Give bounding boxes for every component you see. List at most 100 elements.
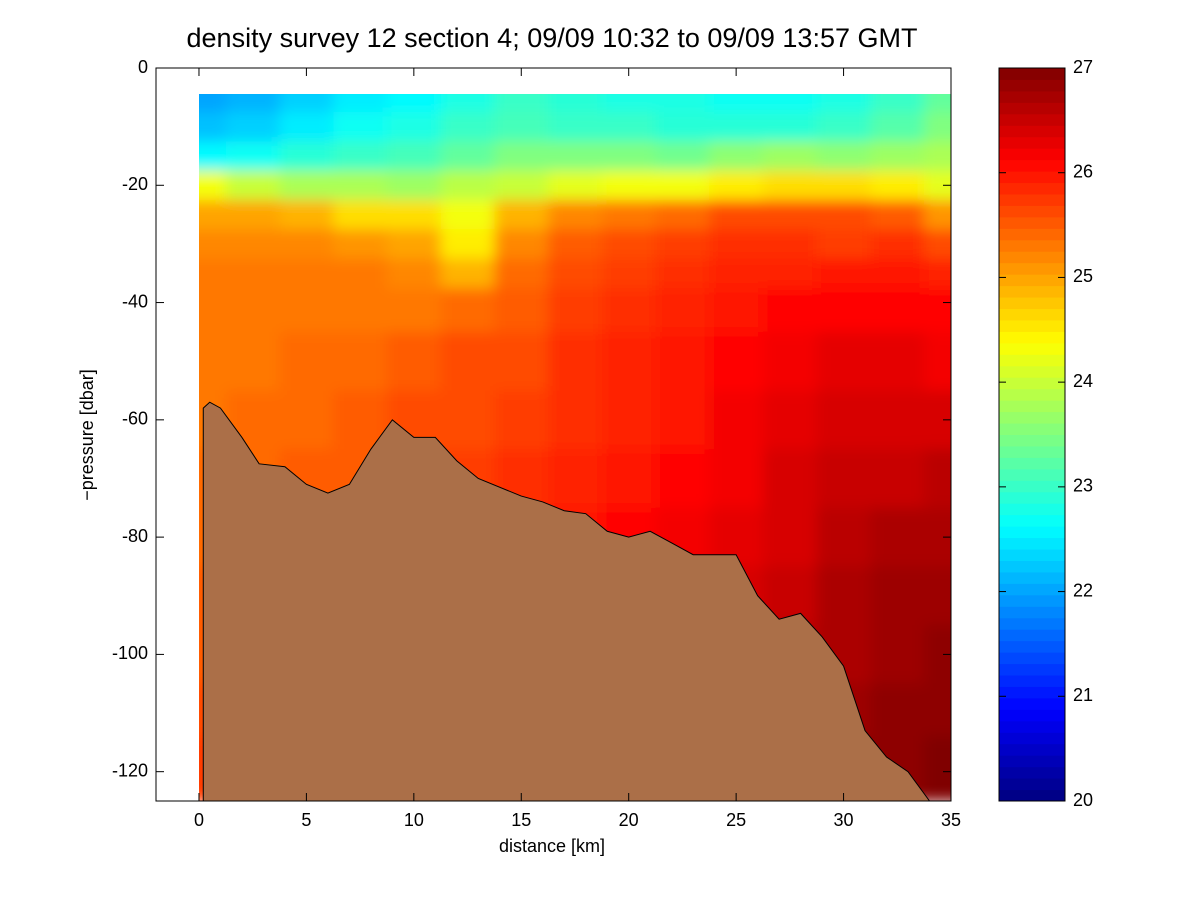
colorbar-tick-label: 25 xyxy=(1073,266,1093,286)
field-cell xyxy=(548,141,603,172)
field-cell xyxy=(386,199,442,230)
field-cell xyxy=(924,141,951,172)
field-cell xyxy=(762,170,818,201)
field-cell xyxy=(548,390,603,450)
colorbar-swatch xyxy=(999,743,1065,756)
colorbar-tick-label: 22 xyxy=(1073,580,1093,600)
colorbar-tick-label: 20 xyxy=(1073,790,1093,810)
colorbar-swatch xyxy=(999,193,1065,206)
field-cell xyxy=(924,111,951,142)
field-cell xyxy=(279,331,334,392)
colorbar-swatch xyxy=(999,537,1065,550)
colorbar-swatch xyxy=(999,640,1065,653)
colorbar-swatch xyxy=(999,171,1065,184)
field-cell xyxy=(225,287,281,333)
colorbar-swatch xyxy=(999,549,1065,561)
field-cell xyxy=(601,258,657,289)
colorbar-swatch xyxy=(999,319,1065,332)
field-cell xyxy=(655,390,710,450)
field-cell xyxy=(386,331,442,392)
field-cell xyxy=(601,199,657,230)
colorbar-swatch xyxy=(999,789,1065,802)
field-cell xyxy=(601,287,657,333)
colorbar-frame xyxy=(998,67,1066,802)
field-cell xyxy=(548,331,603,392)
colorbar-swatch xyxy=(999,228,1065,241)
colorbar-swatch xyxy=(999,445,1065,458)
colorbar-swatch xyxy=(999,697,1065,710)
field-cell xyxy=(924,736,951,801)
field-cell xyxy=(333,331,388,392)
field-cell xyxy=(333,229,388,260)
y-tick-label: -80 xyxy=(122,526,148,546)
field-cell xyxy=(924,566,951,626)
colorbar-swatch xyxy=(999,606,1065,619)
field-cell xyxy=(655,229,710,260)
field-cell xyxy=(386,111,442,142)
field-cell xyxy=(816,170,871,201)
colorbar-swatch xyxy=(999,766,1065,779)
colorbar-swatch xyxy=(999,125,1065,138)
colorbar-swatch xyxy=(999,262,1065,275)
field-cell xyxy=(924,94,951,113)
field-cell xyxy=(601,94,657,113)
field-cell xyxy=(762,229,818,260)
field-cell xyxy=(279,229,334,260)
y-axis-label: −pressure [dbar] xyxy=(77,369,97,501)
field-cell xyxy=(440,111,495,142)
field-cell xyxy=(816,258,871,289)
field-cell xyxy=(816,449,871,509)
field-cell xyxy=(333,287,388,333)
field-cell xyxy=(279,141,334,172)
colorbar-swatch xyxy=(999,148,1065,161)
field-cell xyxy=(225,170,281,201)
field-cell xyxy=(333,111,388,142)
field-cell xyxy=(548,258,603,289)
field-cell xyxy=(440,258,495,289)
field-cell xyxy=(548,449,603,509)
colorbar-swatch xyxy=(999,457,1065,470)
field-cell xyxy=(709,170,764,201)
y-tick-label: -100 xyxy=(112,643,148,663)
colorbar-swatch xyxy=(999,297,1065,310)
colorbar-swatch xyxy=(999,377,1065,390)
field-cell xyxy=(870,566,925,626)
field-cell xyxy=(199,258,227,289)
field-cell xyxy=(655,141,710,172)
colorbar-swatch xyxy=(999,629,1065,642)
field-cell xyxy=(279,258,334,289)
colorbar-swatch xyxy=(999,468,1065,481)
colorbar-swatch xyxy=(999,526,1065,539)
field-cell xyxy=(440,331,495,392)
field-cell xyxy=(279,390,334,450)
colorbar-swatch xyxy=(999,136,1065,149)
field-cell xyxy=(762,111,818,142)
field-cell xyxy=(709,111,764,142)
field-cell xyxy=(762,141,818,172)
field-cell xyxy=(655,94,710,113)
field-cell xyxy=(870,111,925,142)
field-cell xyxy=(333,258,388,289)
field-cell xyxy=(762,449,818,509)
field-cell xyxy=(386,94,442,113)
field-cell xyxy=(225,199,281,230)
colorbar-swatch xyxy=(999,102,1065,115)
field-cell xyxy=(601,331,657,392)
x-tick-label: 30 xyxy=(834,810,854,830)
field-cell xyxy=(762,258,818,289)
field-cell xyxy=(494,111,549,142)
field-cell xyxy=(601,111,657,142)
field-cell xyxy=(601,390,657,450)
field-cell xyxy=(199,111,227,142)
field-cell xyxy=(870,625,925,685)
field-cell xyxy=(762,507,818,567)
x-tick-label: 25 xyxy=(726,810,746,830)
field-cell xyxy=(762,390,818,450)
field-cell xyxy=(333,94,388,113)
colorbar-swatch xyxy=(999,755,1065,768)
field-cell xyxy=(816,141,871,172)
colorbar-swatch xyxy=(999,331,1065,344)
field-cell xyxy=(440,199,495,230)
field-cell xyxy=(816,111,871,142)
field-cell xyxy=(333,170,388,201)
